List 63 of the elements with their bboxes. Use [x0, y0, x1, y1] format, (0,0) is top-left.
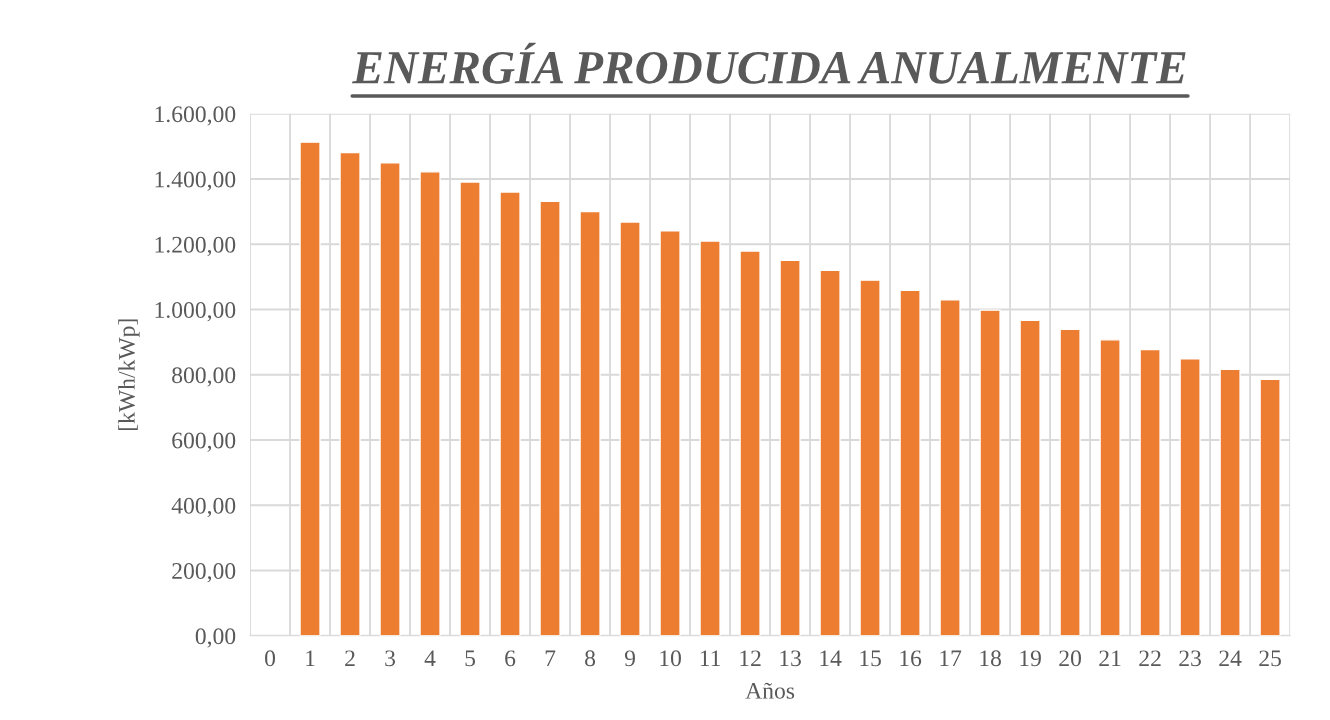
bar	[1179, 358, 1201, 636]
bar	[819, 269, 841, 636]
x-tick-label: 9	[624, 650, 635, 667]
x-tick-label: 16	[900, 650, 922, 667]
chart-title: ENERGÍA PRODUCIDA ANUALMENTE	[352, 42, 1186, 84]
x-tick-label: 25	[1259, 650, 1281, 667]
bar	[1259, 378, 1281, 636]
x-tick-label: 4	[424, 650, 436, 667]
bar	[419, 171, 441, 636]
x-tick-label: 18	[980, 650, 1001, 667]
x-tick-label: 6	[505, 650, 516, 667]
x-tick-label: 19	[1020, 650, 1041, 667]
y-tick-label: 800,00	[172, 367, 236, 387]
y-axis-title: [kWh/kWp]	[118, 319, 140, 431]
x-tick-label: 2	[345, 650, 355, 667]
bar	[1099, 339, 1121, 636]
x-tick-label: 3	[385, 650, 396, 667]
bar	[339, 151, 361, 636]
x-tick-label: 12	[740, 650, 761, 667]
bar	[299, 141, 321, 636]
x-tick-label: 20	[1059, 650, 1081, 667]
bar	[1059, 328, 1081, 636]
y-tick-label: 200,00	[172, 563, 236, 583]
x-tick-label: 1	[306, 650, 315, 667]
x-tick-label: 15	[860, 650, 881, 667]
bar	[459, 181, 481, 636]
bar	[379, 162, 401, 636]
y-tick-label: 1.400,00	[155, 171, 236, 191]
y-tick-label: 600,00	[172, 432, 236, 452]
bar	[739, 250, 761, 636]
x-axis-title: Años	[745, 682, 795, 699]
x-tick-label: 21	[1099, 650, 1121, 667]
bar	[659, 230, 681, 636]
y-tick-label: 1.000,00	[155, 302, 236, 322]
y-tick-label: 400,00	[171, 497, 236, 518]
bar	[619, 221, 641, 636]
bar	[899, 289, 921, 636]
x-tick-label: 22	[1139, 650, 1161, 667]
x-tick-label: 13	[780, 650, 801, 667]
x-tick-label: 0	[265, 650, 276, 667]
x-tick-label: 11	[700, 650, 721, 667]
x-tick-label: 10	[660, 650, 681, 667]
x-tick-label: 5	[465, 650, 476, 667]
bar	[1139, 348, 1161, 636]
bar	[979, 309, 1001, 636]
bar	[539, 200, 561, 636]
bar	[699, 240, 721, 636]
y-tick-label: 1.600,00	[155, 106, 236, 126]
x-tick-label: 24	[1219, 650, 1242, 667]
x-tick-label: 23	[1179, 650, 1201, 667]
bar	[779, 259, 801, 636]
bar	[579, 210, 601, 636]
x-tick-label: 17	[940, 650, 962, 667]
bar	[1019, 319, 1041, 636]
bar	[499, 191, 521, 636]
bar	[859, 279, 881, 636]
bar	[939, 299, 961, 636]
x-tick-label: 14	[820, 650, 842, 667]
bar	[1219, 368, 1241, 636]
x-tick-label: 8	[585, 650, 596, 667]
y-tick-label: 1.200,00	[155, 236, 236, 257]
y-tick-label: 0,00	[195, 628, 236, 648]
x-tick-label: 7	[545, 650, 556, 667]
